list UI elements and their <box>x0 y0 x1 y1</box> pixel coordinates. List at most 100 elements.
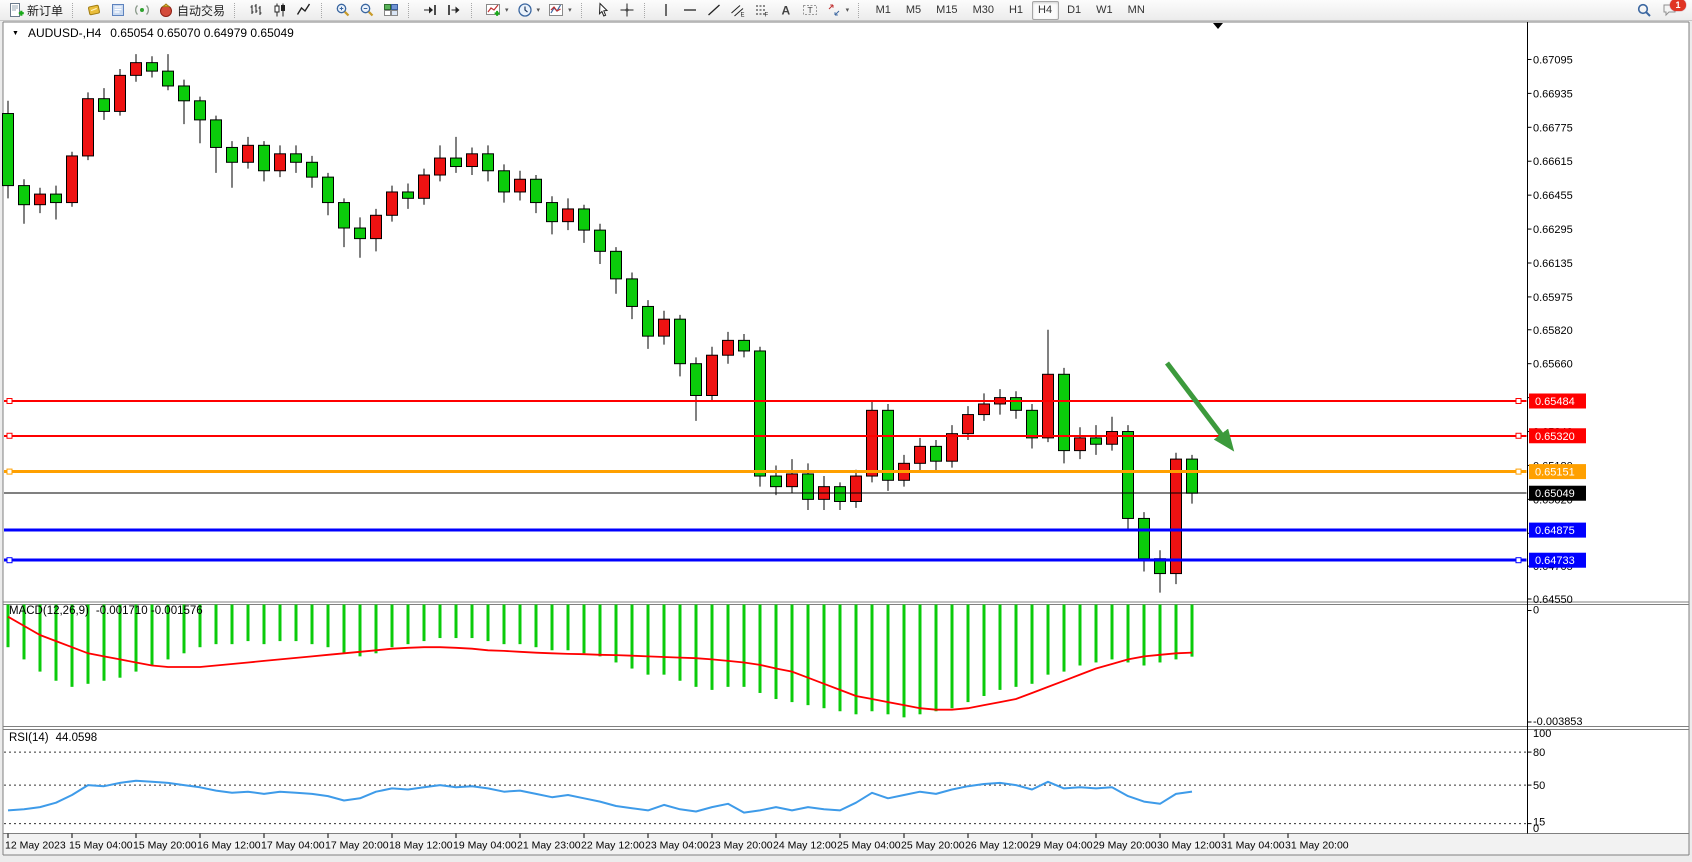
hline-0.64733[interactable]: 0.64733 <box>4 552 1586 568</box>
time-tick-label: 25 May 20:00 <box>901 840 965 852</box>
line-handle[interactable] <box>6 557 13 564</box>
macd-bar <box>854 604 858 715</box>
chart-shift-button[interactable] <box>442 0 466 20</box>
rsi-tick-label: 50 <box>1533 780 1545 792</box>
chevron-down-icon[interactable]: ▾ <box>505 7 509 14</box>
chevron-down-icon[interactable]: ▾ <box>568 7 572 14</box>
candle <box>914 437 926 472</box>
bull-candle-body <box>274 153 286 172</box>
candle <box>1090 425 1102 455</box>
vertical-line-button[interactable] <box>654 0 678 20</box>
crosshair-button[interactable] <box>615 0 639 20</box>
timeframe-M15-button[interactable]: M15 <box>930 1 964 20</box>
line-handle[interactable] <box>1515 468 1522 475</box>
toolbar-separator <box>580 2 588 18</box>
timeframe-D1-button[interactable]: D1 <box>1061 1 1088 20</box>
timeframe-M1-button[interactable]: M1 <box>869 1 897 20</box>
fibonacci-button[interactable]: F <box>750 0 774 20</box>
macd-bar <box>614 604 618 663</box>
horizontal-line-button[interactable] <box>678 0 702 20</box>
zoom-out-icon <box>359 2 375 18</box>
data-window-button[interactable] <box>106 0 130 20</box>
price-label-text: 0.65151 <box>1535 467 1575 479</box>
autotrading-button[interactable]: 自动交易 <box>154 0 229 20</box>
periods-button[interactable]: ▾ <box>513 0 545 20</box>
button-label: MN <box>1127 4 1145 16</box>
line-handle[interactable] <box>6 468 13 475</box>
hline-0.65484[interactable]: 0.65484 <box>4 393 1586 409</box>
timeframe-H1-button[interactable]: H1 <box>1002 1 1029 20</box>
chevron-down-icon[interactable]: ▾ <box>845 7 850 14</box>
candle <box>674 314 686 377</box>
text-button[interactable]: A <box>774 0 798 20</box>
bear-candle-body <box>226 146 238 163</box>
macd-bar <box>278 604 282 642</box>
trend-arrow-annotation[interactable] <box>1165 361 1235 452</box>
indicators-button[interactable]: ▾ <box>481 0 513 20</box>
svg-text:A: A <box>781 4 790 18</box>
new-order-button[interactable]: 新订单 <box>4 0 67 20</box>
time-axis: 12 May 2023 15 May 04:00 15 May 20:00 16 Ma… <box>5 833 1349 852</box>
macd-bar <box>726 604 730 687</box>
hline-0.65151[interactable]: 0.65151 <box>4 464 1586 480</box>
hline-0.64875[interactable]: 0.64875 <box>4 522 1586 538</box>
signals-button[interactable] <box>130 0 154 20</box>
line-handle[interactable] <box>1515 398 1522 404</box>
tile-windows-button[interactable] <box>379 0 403 20</box>
text-label-button[interactable]: T <box>798 0 822 20</box>
chart-shift-marker[interactable] <box>1213 23 1223 29</box>
trendline-button[interactable] <box>702 0 726 20</box>
bull-candle-body <box>514 178 526 193</box>
time-tick-label: 17 May 04:00 <box>261 840 325 852</box>
candle <box>546 196 558 235</box>
macd-bar <box>838 604 842 712</box>
templates-button[interactable]: ▾ <box>544 0 576 20</box>
time-tick-label: 29 May 04:00 <box>1029 840 1093 852</box>
candle <box>194 96 206 144</box>
zoom-in-button[interactable] <box>331 0 355 20</box>
arrows-button[interactable]: ▾ <box>822 0 854 20</box>
zoom-out-button[interactable] <box>355 0 379 20</box>
collapse-triangle-icon[interactable]: ▼ <box>12 29 19 37</box>
candle <box>1106 416 1118 451</box>
time-tick-label: 25 May 04:00 <box>837 840 901 852</box>
bear-candle-body <box>498 170 510 193</box>
chat-button[interactable]: 1 <box>1662 0 1686 18</box>
bear-candle-body <box>162 70 174 87</box>
line-handle[interactable] <box>6 398 13 404</box>
candlestick-button[interactable] <box>268 0 292 20</box>
bull-candle-body <box>370 214 382 240</box>
macd-bar <box>710 604 714 690</box>
toolbar-group-trade: 新订单 <box>4 0 67 20</box>
equidistant-channel-button[interactable]: E <box>726 0 750 20</box>
macd-bar <box>662 604 666 675</box>
bull-candle-body <box>1074 437 1086 452</box>
search-button[interactable] <box>1636 2 1654 18</box>
timeframe-M30-button[interactable]: M30 <box>966 1 1000 20</box>
timeframe-M5-button[interactable]: M5 <box>899 1 927 20</box>
chevron-down-icon[interactable]: ▾ <box>536 7 541 14</box>
bear-candle-body <box>1122 431 1134 519</box>
line-handle[interactable] <box>1515 432 1522 439</box>
macd-bar <box>998 604 1002 690</box>
bar-chart-button[interactable] <box>244 0 268 20</box>
candle <box>66 151 78 207</box>
line-handle[interactable] <box>6 432 13 439</box>
hline-0.65320[interactable]: 0.65320 <box>4 428 1586 444</box>
auto-scroll-button[interactable] <box>418 0 442 20</box>
timeframe-W1-button[interactable]: W1 <box>1090 1 1120 20</box>
candle <box>578 204 590 243</box>
line-chart-button[interactable] <box>292 0 316 20</box>
candle <box>498 164 510 203</box>
macd-bar <box>198 604 202 648</box>
hline-0.65049[interactable]: 0.65049 <box>4 485 1586 501</box>
candle <box>146 56 158 78</box>
candle <box>2 100 14 199</box>
cursor-button[interactable] <box>591 0 615 20</box>
timeframe-MN-button[interactable]: MN <box>1121 1 1151 20</box>
market-watch-button[interactable] <box>82 0 106 20</box>
macd-bar <box>70 604 74 687</box>
line-handle[interactable] <box>1515 557 1522 564</box>
timeframe-H4-button[interactable]: H4 <box>1031 0 1059 20</box>
